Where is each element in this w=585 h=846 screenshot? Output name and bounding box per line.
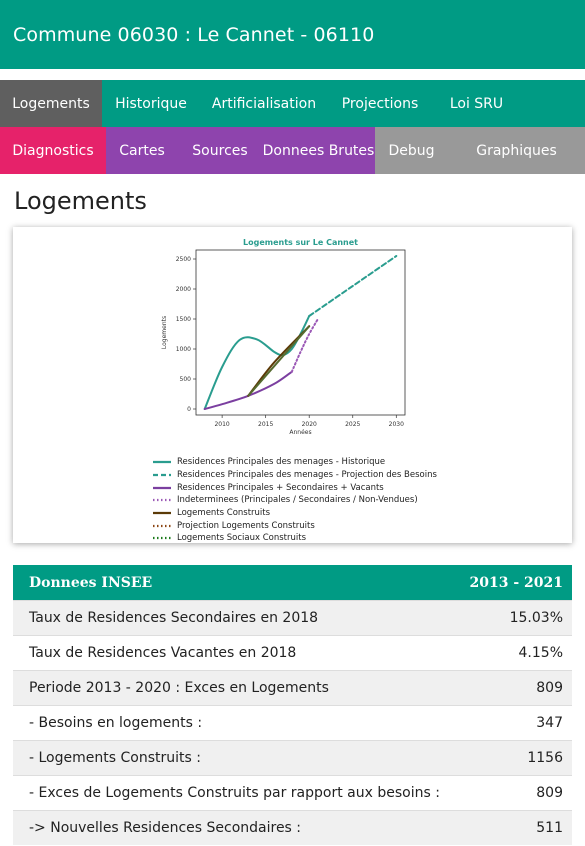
legend-swatch [153,524,171,527]
tab-loi-sru[interactable]: Loi SRU [432,80,521,127]
legend-entry: Residences Principales des menages - Pro… [153,469,437,482]
legend-swatch [153,473,171,477]
y-tick-label: 500 [180,376,192,383]
tab-logements[interactable]: Logements [0,80,102,127]
x-tick-label: 2015 [258,421,273,428]
x-axis-label: Années [289,429,311,436]
chart-card: Logements sur Le Cannet 2010 2015 2020 2025 2… [13,227,572,543]
x-tick-label: 2025 [345,421,360,428]
row-value: 1156 [452,740,572,776]
legend-swatch [153,511,171,515]
tab-historique[interactable]: Historique [102,80,200,127]
page-title: Logements [14,187,147,215]
commune-title: Commune 06030 : Le Cannet - 06110 [13,23,375,46]
legend-label: Residences Principales + Secondaires + V… [177,482,384,493]
series-line-1 [203,315,311,410]
row-label: Taux de Residences Secondaires en 2018 [13,600,453,636]
y-axis-label: Logements [161,316,168,349]
main-nav: Logements Historique Artificialisation Proj… [0,80,585,127]
legend-label: Indeterminees (Principales / Secondaires… [177,495,418,506]
table-row: -> Nouvelles Residences Secondaires :511 [13,810,572,845]
legend-entry: Logements Construits [153,507,437,520]
row-label: - Besoins en logements : [13,705,453,741]
x-tick-label: 2030 [389,421,404,428]
y-tick-label: 2000 [176,286,191,293]
legend-entry: Residences Principales + Secondaires + V… [153,481,437,494]
secondary-nav: Diagnostics Cartes Sources Donnees Brutes De… [0,127,585,174]
tab-cartes[interactable]: Cartes [106,127,178,174]
row-value: 809 [452,775,572,811]
overlap-line [247,325,310,397]
y-tick-label: 0 [187,406,191,413]
table-row: Taux de Residences Vacantes en 2018 4.15% [13,635,572,671]
page-header: Commune 06030 : Le Cannet - 06110 [0,0,585,69]
x-tick-label: 2010 [214,421,229,428]
series-line-2 [308,255,398,317]
table-row: - Exces de Logements Construits par rapp… [13,775,572,811]
tab-artificialisation[interactable]: Artificialisation [200,80,328,127]
logements-chart: Logements sur Le Cannet 2010 2015 2020 2025 2… [161,238,406,436]
legend-swatch [153,499,171,502]
chart-title: Logements sur Le Cannet [243,238,358,247]
tab-debug[interactable]: Debug [375,127,448,174]
row-value: 4.15% [452,635,572,671]
x-tick-label: 2020 [302,421,317,428]
y-tick-label: 1000 [176,346,191,353]
plot-frame [195,249,406,416]
legend-swatch [153,537,171,540]
legend-label: Projection Logements Construits [177,520,315,531]
legend-entry: Residences Principales des menages - His… [153,456,437,469]
legend-entry: Logements Sociaux Construits [153,532,437,545]
legend-label: Logements Construits [177,508,271,519]
row-value: 347 [452,705,572,741]
legend-swatch [153,461,171,464]
insee-table: Donnees INSEE 2013 - 2021 Taux de Reside… [13,565,572,845]
row-label: Taux de Residences Vacantes en 2018 [13,635,453,671]
legend-label: Logements Sociaux Construits [177,533,307,544]
row-label: Periode 2013 - 2020 : Exces en Logements [13,670,453,706]
table-header-label: Donnees INSEE [13,565,453,601]
tab-donnees-brutes[interactable]: Donnees Brutes [262,127,375,174]
legend-swatch [153,486,171,489]
row-value: 15.03% [452,600,572,636]
row-value: 511 [452,810,572,845]
tab-graphiques[interactable]: Graphiques [448,127,585,174]
table-row: Periode 2013 - 2020 : Exces en Logements… [13,670,572,706]
series-line-4 [290,318,319,373]
legend-label: Residences Principales des menages - His… [177,457,386,468]
y-tick-label: 1500 [176,316,191,323]
row-value: 809 [452,670,572,706]
table-header-row: Donnees INSEE 2013 - 2021 [13,565,572,601]
table-header-period: 2013 - 2021 [452,565,572,601]
table-row: Taux de Residences Secondaires en 2018 15… [13,600,572,636]
table-row: - Logements Construits :1156 [13,740,572,776]
tab-diagnostics[interactable]: Diagnostics [0,127,106,174]
y-tick-label: 2500 [176,256,191,263]
chart-legend: Residences Principales des menages - His… [153,456,437,545]
table-row: - Besoins en logements :347 [13,705,572,741]
tab-sources[interactable]: Sources [178,127,262,174]
legend-entry: Projection Logements Construits [153,519,437,532]
tab-projections[interactable]: Projections [328,80,432,127]
row-label: -> Nouvelles Residences Secondaires : [13,810,453,845]
row-label: - Exces de Logements Construits par rapp… [13,775,453,811]
legend-label: Residences Principales des menages - Pro… [177,470,437,481]
legend-entry: Indeterminees (Principales / Secondaires… [153,494,437,507]
row-label: - Logements Construits : [13,740,453,776]
